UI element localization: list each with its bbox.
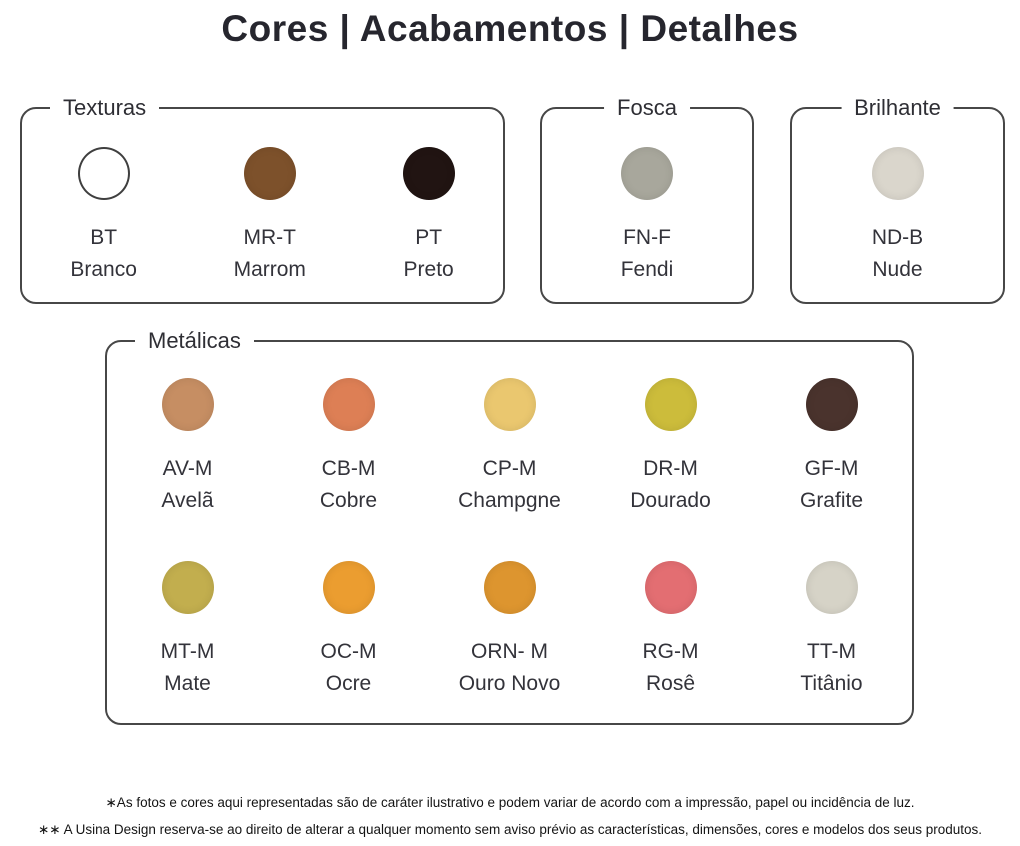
color-swatch-dot <box>77 147 130 200</box>
swatch-code: CB-M <box>321 457 376 480</box>
swatch-code: CP-M <box>482 457 537 480</box>
swatch-code: PT <box>415 226 443 249</box>
swatch-item: AV-M Avelã <box>107 378 268 517</box>
panel-texturas-legend: Texturas <box>50 92 160 124</box>
swatch-item: GF-M Grafite <box>751 378 912 517</box>
color-swatch-dot <box>805 378 858 431</box>
fosca-swatch-row: FN-F Fendi <box>542 109 752 286</box>
swatch-name: Ocre <box>325 672 372 695</box>
swatch-name: Grafite <box>799 489 864 512</box>
color-swatch-dot <box>402 147 455 200</box>
swatch-name: Titânio <box>800 672 863 695</box>
swatch-name: Marrom <box>233 258 306 281</box>
color-swatch-dot <box>161 561 214 614</box>
color-swatch-dot <box>805 561 858 614</box>
color-swatch-dot <box>483 378 536 431</box>
swatch-name: Fendi <box>620 258 674 281</box>
swatch-item: CB-M Cobre <box>268 378 429 517</box>
swatch-name: Rosê <box>645 672 696 695</box>
swatch-code: GF-M <box>804 457 859 480</box>
panel-fosca-legend: Fosca <box>604 92 690 124</box>
swatch-code: ND-B <box>871 226 924 249</box>
swatch-name: Preto <box>403 258 454 281</box>
swatch-name: Avelã <box>161 489 214 512</box>
color-swatch-dot <box>644 378 697 431</box>
swatch-item: RG-M Rosê <box>590 561 751 700</box>
swatch-code: DR-M <box>643 457 698 480</box>
swatch-code: MT-M <box>160 640 215 663</box>
panel-metalicas: Metálicas AV-M Avelã CB-M Cobre CP-M Cha… <box>105 325 914 725</box>
swatch-item: MT-M Mate <box>107 561 268 700</box>
color-swatch-dot <box>161 378 214 431</box>
swatch-item: ORN- M Ouro Novo <box>429 561 590 700</box>
color-swatch-dot <box>621 147 673 200</box>
panel-brilhante: Brilhante ND-B Nude <box>790 92 1005 304</box>
color-swatch-dot <box>322 561 375 614</box>
swatch-name: Mate <box>164 672 211 695</box>
footnotes: ∗As fotos e cores aqui representadas são… <box>0 789 1020 843</box>
swatch-code: AV-M <box>162 457 213 480</box>
footnote-2: ∗∗ A Usina Design reserva-se ao direito … <box>37 822 983 837</box>
metalicas-swatch-grid: AV-M Avelã CB-M Cobre CP-M Champgne DR-M… <box>107 342 912 700</box>
color-swatch-dot <box>243 147 296 200</box>
swatch-code: MR-T <box>243 226 296 249</box>
color-swatch-dot <box>644 561 697 614</box>
swatch-item: ND-B Nude <box>871 147 924 286</box>
brilhante-swatch-row: ND-B Nude <box>792 109 1003 286</box>
swatch-item: TT-M Titânio <box>751 561 912 700</box>
swatch-item: MR-T Marrom <box>234 147 306 286</box>
swatch-name: Ouro Novo <box>458 672 561 695</box>
footnote-1: ∗As fotos e cores aqui representadas são… <box>105 795 915 810</box>
swatch-item: CP-M Champgne <box>429 378 590 517</box>
swatch-item: BT Branco <box>70 147 137 286</box>
panel-metalicas-legend: Metálicas <box>135 325 254 357</box>
swatch-name: Cobre <box>319 489 378 512</box>
color-swatch-dot <box>322 378 375 431</box>
swatch-code: TT-M <box>807 640 856 663</box>
color-swatch-dot <box>483 561 536 614</box>
swatch-item: FN-F Fendi <box>620 147 674 286</box>
swatch-item: DR-M Dourado <box>590 378 751 517</box>
color-swatch-dot <box>871 147 924 200</box>
panel-texturas: Texturas BT Branco MR-T Marrom PT Preto <box>20 92 505 304</box>
swatch-name: Dourado <box>630 489 711 512</box>
swatch-name: Champgne <box>458 489 561 512</box>
swatch-code: BT <box>90 226 118 249</box>
swatch-code: FN-F <box>623 226 671 249</box>
panel-fosca: Fosca FN-F Fendi <box>540 92 754 304</box>
swatch-name: Nude <box>872 258 923 281</box>
swatch-name: Branco <box>70 258 137 281</box>
swatch-item: OC-M Ocre <box>268 561 429 700</box>
page-title: Cores | Acabamentos | Detalhes <box>221 8 799 49</box>
swatch-item: PT Preto <box>402 147 455 286</box>
swatch-code: RG-M <box>642 640 699 663</box>
swatch-code: ORN- M <box>471 640 548 663</box>
panel-brilhante-legend: Brilhante <box>841 92 954 124</box>
texturas-swatch-row: BT Branco MR-T Marrom PT Preto <box>22 109 503 286</box>
swatch-code: OC-M <box>320 640 377 663</box>
